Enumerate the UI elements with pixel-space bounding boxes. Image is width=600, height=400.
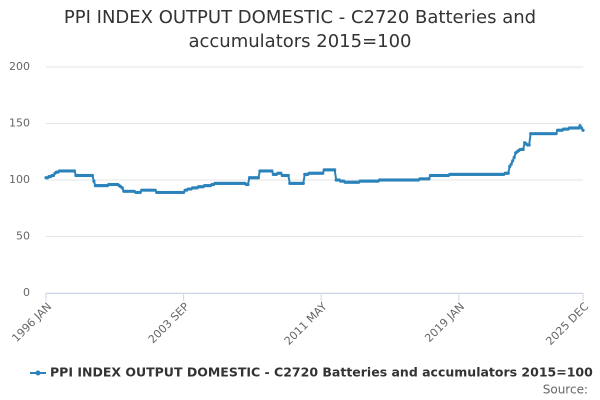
y-tick-label: 200 bbox=[9, 60, 30, 73]
point bbox=[246, 182, 250, 187]
point bbox=[521, 147, 525, 152]
point bbox=[508, 164, 512, 169]
point bbox=[286, 173, 290, 178]
point bbox=[120, 186, 124, 190]
point bbox=[581, 128, 585, 132]
point bbox=[279, 171, 283, 175]
chart-title: PPI INDEX OUTPUT DOMESTIC - C2720 Batter… bbox=[63, 7, 537, 52]
point bbox=[153, 188, 157, 192]
y-tick-label: 0 bbox=[23, 286, 30, 299]
point bbox=[427, 177, 431, 181]
point bbox=[512, 155, 516, 159]
point bbox=[506, 171, 510, 175]
source: Source: bbox=[543, 383, 588, 397]
point bbox=[72, 169, 77, 173]
series-line bbox=[46, 123, 584, 194]
x-tick-label: 2003 SEP bbox=[146, 300, 192, 346]
point bbox=[270, 169, 274, 173]
point bbox=[321, 171, 325, 175]
point bbox=[527, 143, 531, 147]
y-tick-label: 100 bbox=[9, 173, 30, 186]
point bbox=[92, 179, 96, 183]
point bbox=[90, 173, 94, 178]
point bbox=[51, 173, 56, 178]
y-tick-label: 50 bbox=[16, 230, 30, 243]
series-markers bbox=[44, 124, 585, 195]
point bbox=[576, 126, 581, 130]
point bbox=[554, 132, 558, 136]
point bbox=[333, 168, 337, 172]
point bbox=[301, 181, 305, 185]
point bbox=[511, 159, 515, 163]
point bbox=[138, 190, 142, 195]
x-tick-label: 1996 JAN bbox=[9, 300, 54, 345]
legend-marker bbox=[35, 370, 41, 376]
y-tick-label: 150 bbox=[9, 117, 30, 130]
x-tick-label: 2011 MAY bbox=[282, 300, 330, 348]
x-tick-label: 2025 DEC bbox=[543, 300, 591, 348]
x-tick-label: 2019 JAN bbox=[422, 300, 467, 345]
legend-label: PPI INDEX OUTPUT DOMESTIC - C2720 Batter… bbox=[50, 365, 593, 380]
point bbox=[579, 126, 584, 130]
point bbox=[578, 124, 582, 128]
point bbox=[509, 162, 513, 166]
point bbox=[182, 190, 186, 195]
point bbox=[256, 176, 261, 180]
